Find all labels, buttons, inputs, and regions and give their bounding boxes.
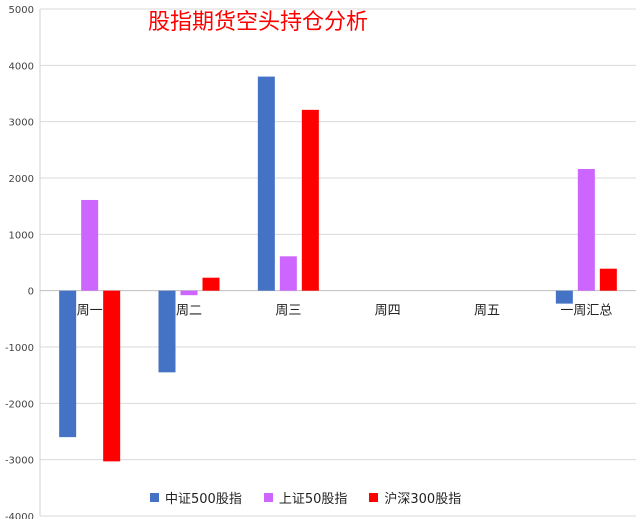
legend-swatch-hs300 bbox=[369, 493, 379, 502]
legend-swatch-zz500 bbox=[150, 493, 159, 502]
bar-hs300-1 bbox=[202, 277, 220, 291]
bar-sz50-0 bbox=[81, 199, 99, 291]
x-category-label: 周二 bbox=[176, 304, 202, 319]
legend-swatch-sz50 bbox=[263, 493, 273, 502]
legend-item-hs300: 沪深300股指 bbox=[369, 488, 461, 507]
y-tick-label: 1000 bbox=[9, 230, 34, 241]
bar-sz50-2 bbox=[279, 256, 297, 291]
x-category-label: 周三 bbox=[275, 304, 301, 319]
y-tick-label: -2000 bbox=[5, 399, 34, 410]
legend-label-zz500: 中证500股指 bbox=[165, 492, 242, 507]
legend-item-zz500: 中证500股指 bbox=[150, 488, 242, 507]
bar-zz500-5 bbox=[555, 290, 573, 304]
x-category-label: 周一 bbox=[77, 304, 103, 319]
chart-title: 股指期货空头持仓分析 bbox=[148, 10, 369, 35]
x-category-label: 周五 bbox=[474, 304, 500, 319]
bar-hs300-0 bbox=[103, 290, 121, 462]
bar-zz500-1 bbox=[158, 290, 176, 373]
y-tick-label: -3000 bbox=[5, 456, 34, 467]
y-tick-label: -4000 bbox=[5, 512, 34, 519]
bar-hs300-2 bbox=[301, 109, 319, 291]
legend-label-sz50: 上证50股指 bbox=[278, 492, 348, 507]
y-tick-label: 5000 bbox=[9, 5, 34, 16]
bar-zz500-2 bbox=[257, 76, 275, 291]
y-tick-label: 2000 bbox=[9, 174, 34, 185]
bar-sz50-5 bbox=[577, 168, 595, 291]
x-category-label: 周四 bbox=[375, 304, 401, 319]
bar-hs300-5 bbox=[599, 268, 617, 291]
legend: 中证500股指 上证50股指 沪深300股指 bbox=[150, 488, 483, 507]
y-tick-label: 4000 bbox=[9, 61, 34, 72]
legend-item-sz50: 上证50股指 bbox=[263, 488, 348, 507]
bar-sz50-1 bbox=[180, 290, 198, 296]
x-category-label: 一周汇总 bbox=[560, 304, 612, 319]
y-tick-label: 0 bbox=[28, 287, 34, 298]
y-tick-label: -1000 bbox=[5, 343, 34, 354]
bar-zz500-0 bbox=[59, 290, 77, 438]
legend-label-hs300: 沪深300股指 bbox=[384, 492, 462, 507]
y-tick-label: 3000 bbox=[9, 118, 34, 129]
